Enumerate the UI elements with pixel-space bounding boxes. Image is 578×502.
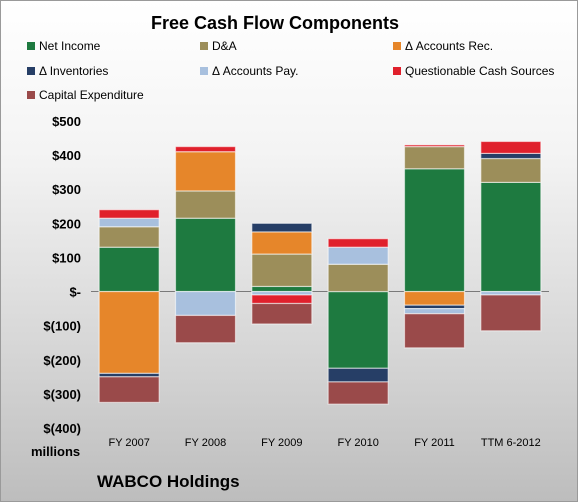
bar-segment bbox=[327, 246, 389, 265]
y-tick-label: $100 bbox=[52, 250, 81, 265]
bar-segment bbox=[251, 294, 313, 305]
legend-label: Net Income bbox=[39, 39, 101, 53]
legend-swatch bbox=[200, 66, 208, 75]
legend-label: Capital Expenditure bbox=[39, 88, 144, 102]
bar-segment bbox=[174, 145, 237, 153]
legend-swatch bbox=[200, 41, 208, 50]
x-tick-label: FY 2008 bbox=[185, 437, 226, 449]
unit-label: millions bbox=[31, 444, 81, 459]
legend-item: Capital Expenditure bbox=[27, 87, 144, 103]
bar-segment bbox=[98, 290, 160, 375]
bar-segment bbox=[98, 209, 160, 219]
legend-swatch bbox=[27, 41, 35, 50]
bar-segment bbox=[403, 290, 466, 306]
x-tick-label: TTM 6-2012 bbox=[481, 437, 541, 449]
bar-segment bbox=[480, 181, 542, 293]
legend-item: D&A bbox=[200, 38, 237, 54]
x-tick-label: FY 2009 bbox=[261, 437, 302, 449]
bar-segment bbox=[251, 222, 313, 233]
legend-item: Δ Inventories bbox=[27, 63, 108, 79]
bar-segment bbox=[174, 151, 237, 192]
bar-segment bbox=[480, 294, 542, 332]
bar-segment bbox=[327, 263, 389, 293]
bar-segment bbox=[403, 145, 466, 170]
bar-segment bbox=[174, 190, 237, 219]
y-tick-label: $(200) bbox=[43, 353, 81, 368]
y-tick-label: $400 bbox=[52, 148, 81, 163]
legend-swatch bbox=[27, 66, 35, 75]
y-tick-label: $500 bbox=[52, 114, 81, 129]
bar-segment bbox=[327, 367, 389, 383]
bar-segment bbox=[480, 152, 542, 160]
bar-segment bbox=[98, 226, 160, 248]
legend-label: Δ Accounts Pay. bbox=[212, 64, 299, 78]
bar-segment bbox=[98, 376, 160, 404]
bar-segment bbox=[98, 246, 160, 293]
legend-label: Questionable Cash Sources bbox=[405, 64, 555, 78]
y-tick-label: $300 bbox=[52, 182, 81, 197]
bar-segment bbox=[98, 217, 160, 228]
x-tick-label: FY 2010 bbox=[337, 437, 378, 449]
bar-segment bbox=[174, 314, 237, 344]
bar-segment bbox=[403, 144, 466, 148]
y-tick-label: $- bbox=[69, 285, 81, 300]
y-tick-label: $(300) bbox=[43, 387, 81, 402]
legend-item: Net Income bbox=[27, 38, 100, 54]
bar-segment bbox=[327, 238, 389, 248]
bar-segment bbox=[327, 381, 389, 405]
legend-swatch bbox=[27, 90, 35, 99]
legend-label: Δ Accounts Rec. bbox=[405, 39, 494, 53]
bar-segment bbox=[480, 140, 542, 155]
bar-segment bbox=[480, 157, 542, 183]
legend-swatch bbox=[393, 66, 401, 75]
legend-item: Δ Accounts Rec. bbox=[393, 38, 493, 54]
bar-segment bbox=[327, 290, 389, 369]
bar-segment bbox=[403, 313, 466, 349]
bar-segment bbox=[174, 290, 237, 317]
bar-segment bbox=[251, 285, 313, 293]
legend-swatch bbox=[393, 41, 401, 50]
x-tick-label: FY 2007 bbox=[108, 437, 149, 449]
x-tick-label: FY 2011 bbox=[414, 437, 455, 449]
legend-item: Questionable Cash Sources bbox=[393, 63, 554, 79]
legend-label: Δ Inventories bbox=[39, 64, 109, 78]
bar-segment bbox=[174, 217, 237, 293]
chart-title: Free Cash Flow Components bbox=[150, 13, 400, 33]
y-tick-label: $200 bbox=[52, 216, 81, 231]
company-name: WABCO Holdings bbox=[97, 472, 240, 491]
bar-segment bbox=[251, 253, 313, 288]
bar-segment bbox=[403, 168, 466, 293]
y-tick-label: $(100) bbox=[43, 319, 81, 334]
bar-segment bbox=[251, 231, 313, 255]
y-tick-label: $(400) bbox=[43, 421, 81, 436]
bar-segment bbox=[251, 302, 313, 325]
legend-label: D&A bbox=[212, 39, 237, 53]
legend-item: Δ Accounts Pay. bbox=[200, 63, 299, 79]
bar-segment bbox=[403, 308, 466, 315]
